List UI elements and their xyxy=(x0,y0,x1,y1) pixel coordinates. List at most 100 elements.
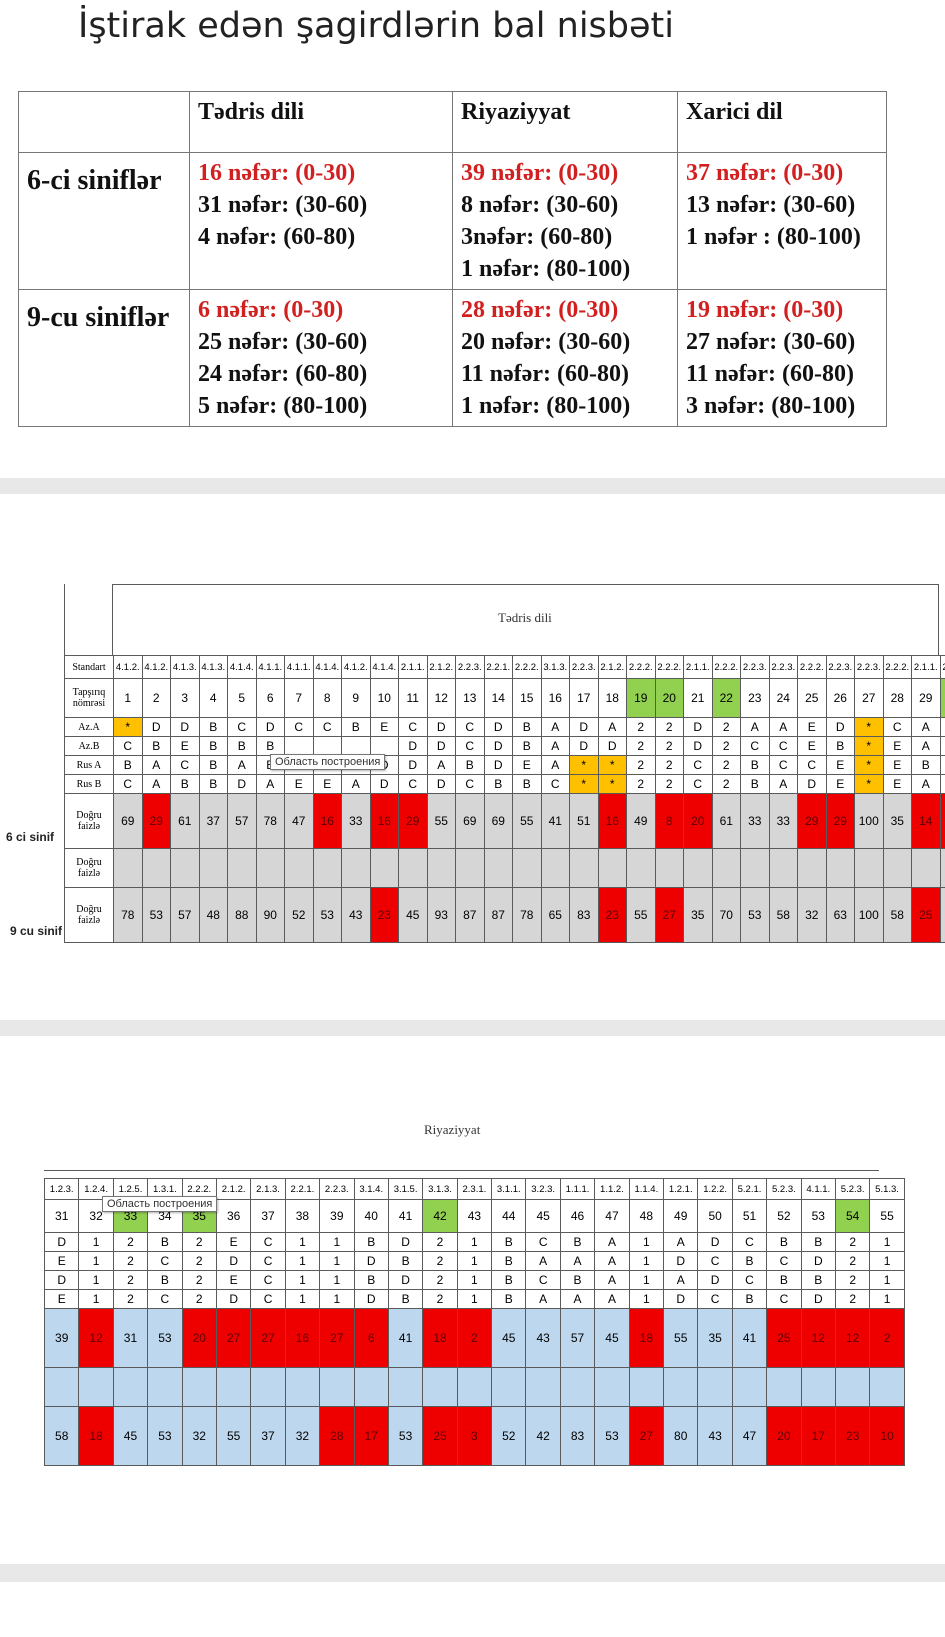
grid-cell: A xyxy=(663,1232,699,1252)
cell-line: 3nəfər: (60-80) xyxy=(461,224,613,250)
grid-cell: B xyxy=(170,774,200,794)
grid-cell xyxy=(398,848,428,888)
grid-cell: 2.2.2. xyxy=(939,655,945,679)
grid-cell: 4.1.4. xyxy=(312,655,342,679)
grid-cell: 52 xyxy=(284,887,314,943)
grid-cell: D xyxy=(663,1289,699,1309)
grid-cell: C xyxy=(731,1232,768,1252)
grid-cell: 45 xyxy=(112,1406,149,1466)
grid-cell: 2.1.1. xyxy=(911,655,941,679)
grid-cell xyxy=(597,848,627,888)
grid-cell: D xyxy=(825,717,855,737)
grid-cell xyxy=(525,1367,561,1407)
grid-cell: E xyxy=(284,774,314,794)
grid-cell: 16 xyxy=(597,793,627,849)
grid-cell: E xyxy=(825,755,855,775)
grid-cell: C xyxy=(697,1289,733,1309)
side-label-9: 9 cu sinif xyxy=(10,924,63,938)
grid-cell: 69 xyxy=(455,793,485,849)
grid-cell: 5.2.1. xyxy=(731,1178,768,1200)
grid-cell: A xyxy=(740,717,770,737)
grid-cell: 31 xyxy=(43,1199,80,1233)
grid-cell: 41 xyxy=(540,793,570,849)
grid-cell: 26 xyxy=(825,678,855,718)
tedris-panel: Tədris dili Standart 4.1.2. 4.1.2. 4.1.3. 4.… xyxy=(0,494,945,1020)
grid-cell: 2 xyxy=(939,717,945,737)
row-label: Doğru faizlə xyxy=(64,887,114,943)
grid-cell: 45 xyxy=(594,1308,630,1368)
grid-cell: D xyxy=(483,755,513,775)
grid-cell: 14 xyxy=(911,793,941,849)
grid-cell: 4.1.3. xyxy=(198,655,228,679)
grid-cell: * xyxy=(854,736,884,756)
grid-cell: C xyxy=(768,736,798,756)
grid-cell xyxy=(369,736,399,756)
grid-cell: 43 xyxy=(341,887,371,943)
grid-cell: 29 xyxy=(911,678,941,718)
grid-cell: C xyxy=(227,717,257,737)
grid-cell: 32 xyxy=(797,887,827,943)
grid-cell: B xyxy=(198,755,228,775)
grid-cell: A xyxy=(559,1251,596,1271)
grid-cell: C xyxy=(768,755,798,775)
grid-cell: 20 xyxy=(181,1308,217,1368)
grid-cell: 24 xyxy=(768,678,798,718)
grid-cell: * xyxy=(113,717,143,737)
grid-cell: A xyxy=(768,717,798,737)
grid-cell: B xyxy=(512,736,542,756)
grid-cell: 2.2.2. xyxy=(626,655,656,679)
grid-cell: D xyxy=(141,717,171,737)
grid-cell: 1 xyxy=(869,1289,905,1309)
grid-cell: 55 xyxy=(663,1308,699,1368)
cell-line: 31 nəfər: (30-60) xyxy=(198,192,368,218)
table-row: Doğru faizlə 78 53 57 48 88 90 52 53 43 23 45 93 87 87… xyxy=(64,887,945,943)
grid-cell: 1 xyxy=(319,1251,355,1271)
grid-cell: 27 xyxy=(939,793,945,849)
grid-cell: D xyxy=(387,1270,424,1290)
grid-cell: 37 xyxy=(250,1406,286,1466)
grid-cell: D xyxy=(683,736,713,756)
grid-cell: 55 xyxy=(626,887,656,943)
grid-cell: 4.1.1. xyxy=(800,1178,836,1200)
grid-cell xyxy=(341,848,371,888)
grid-cell: B xyxy=(455,755,485,775)
summary-cell: 39 nəfər: (0-30) 8 nəfər: (30-60) 3nəfər… xyxy=(452,152,678,290)
grid-cell: 25 xyxy=(911,887,941,943)
grid-cell: 2.3.1. xyxy=(456,1178,493,1200)
grid-cell: D xyxy=(43,1232,80,1252)
grid-cell: 55 xyxy=(215,1406,252,1466)
grid-cell: 2 xyxy=(711,774,741,794)
grid-cell: 80 xyxy=(663,1406,699,1466)
grid-cell: 23 xyxy=(369,887,399,943)
cell-line: 28 nəfər: (0-30) xyxy=(461,297,619,323)
grid-cell xyxy=(181,1367,217,1407)
grid-cell xyxy=(540,848,570,888)
grid-cell: 33 xyxy=(740,793,770,849)
grid-cell xyxy=(227,848,257,888)
cell-line: 4 nəfər: (60-80) xyxy=(198,224,356,250)
cell-line: 8 nəfər: (30-60) xyxy=(461,192,619,218)
grid-cell: 3.1.4. xyxy=(353,1178,389,1200)
grid-cell: 55 xyxy=(869,1199,905,1233)
grid-cell: 2.2.3. xyxy=(825,655,855,679)
row-label: Doğru faizlə xyxy=(64,848,114,888)
grid-cell: C xyxy=(455,736,485,756)
grid-cell: 100 xyxy=(854,793,884,849)
grid-cell: E xyxy=(215,1232,252,1252)
grid-cell: D xyxy=(797,774,827,794)
grid-cell xyxy=(626,848,656,888)
grid-cell: C xyxy=(697,1251,733,1271)
cell-line: 37 nəfər: (0-30) xyxy=(686,160,844,186)
grid-cell: 39 xyxy=(319,1199,355,1233)
grid-cell: C xyxy=(250,1232,286,1252)
grid-cell: 2 xyxy=(422,1289,458,1309)
grid-cell: 2 xyxy=(456,1308,493,1368)
grid-cell: 2.2.2. xyxy=(711,655,741,679)
grid-cell: E xyxy=(170,736,200,756)
grid-cell: A xyxy=(768,774,798,794)
summary-header-empty xyxy=(18,91,190,153)
grid-cell: 32 xyxy=(181,1406,217,1466)
grid-cell: 53 xyxy=(147,1308,183,1368)
